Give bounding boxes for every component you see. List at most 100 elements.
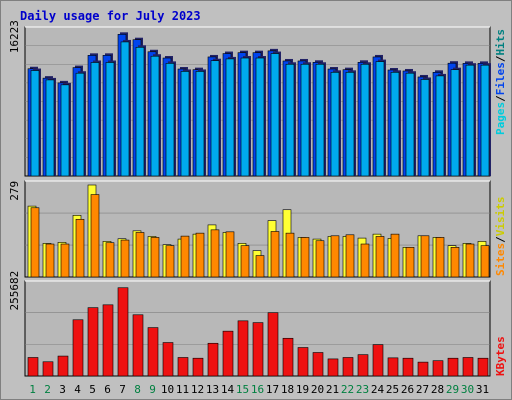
day-label-19: 19	[296, 383, 309, 396]
bar-kbytes-day-16	[252, 322, 264, 377]
bar-files-day-12	[195, 71, 205, 177]
day-label-5: 5	[89, 383, 96, 396]
day-label-21: 21	[326, 383, 339, 396]
day-label-25: 25	[386, 383, 399, 396]
bar-kbytes-day-9	[147, 327, 159, 377]
bar-kbytes-day-19	[297, 347, 309, 377]
bar-sites-day-23	[360, 243, 370, 278]
bar-kbytes-day-31	[477, 357, 489, 377]
day-label-26: 26	[401, 383, 414, 396]
bar-kbytes-day-3	[57, 355, 69, 377]
legend-sep-3: /	[494, 236, 507, 243]
day-label-6: 6	[104, 383, 111, 396]
day-label-12: 12	[191, 383, 204, 396]
bar-sites-day-26	[405, 247, 415, 278]
day-label-18: 18	[281, 383, 294, 396]
bar-kbytes-day-5	[87, 307, 99, 377]
bar-kbytes-day-22	[342, 357, 354, 377]
bar-kbytes-day-26	[402, 357, 414, 377]
day-label-23: 23	[356, 383, 369, 396]
ytick-label-2: 255682	[8, 271, 21, 311]
bar-kbytes-day-14	[222, 330, 234, 377]
bar-files-day-18	[285, 63, 295, 177]
bar-files-day-20	[315, 63, 325, 177]
bar-sites-day-12	[195, 232, 205, 278]
bar-sites-day-27	[420, 235, 430, 278]
bar-kbytes-day-18	[282, 337, 294, 377]
bar-files-day-30	[465, 64, 475, 177]
bar-sites-day-18	[285, 232, 295, 278]
bar-kbytes-day-2	[42, 361, 54, 377]
bar-files-day-6	[105, 62, 115, 177]
bar-files-day-2	[45, 79, 55, 177]
day-label-27: 27	[416, 383, 429, 396]
legend-kbytes: KBytes	[494, 336, 507, 376]
bar-sites-day-22	[345, 234, 355, 278]
bar-sites-day-21	[330, 235, 340, 278]
bar-sites-day-31	[480, 245, 490, 278]
bar-sites-day-15	[240, 245, 250, 278]
bar-kbytes-day-1	[27, 357, 39, 377]
bar-files-day-8	[135, 46, 145, 177]
bar-files-day-25	[390, 72, 400, 177]
bar-files-day-1	[30, 70, 40, 177]
day-label-28: 28	[431, 383, 444, 396]
day-label-2: 2	[44, 383, 51, 396]
bar-sites-day-14	[225, 231, 235, 278]
bar-sites-day-30	[465, 243, 475, 278]
bar-files-day-27	[420, 79, 430, 177]
ytick-label-1: 279	[8, 181, 21, 201]
bar-kbytes-day-4	[72, 319, 84, 377]
bar-files-day-28	[435, 75, 445, 177]
bar-sites-day-3	[60, 243, 70, 278]
day-label-3: 3	[59, 383, 66, 396]
bar-sites-day-11	[180, 235, 190, 278]
bar-sites-day-24	[375, 236, 385, 278]
bar-kbytes-day-25	[387, 357, 399, 377]
bar-sites-day-13	[210, 229, 220, 278]
bar-sites-day-10	[165, 245, 175, 278]
bar-sites-day-16	[255, 255, 265, 278]
bar-sites-day-7	[120, 239, 130, 278]
day-label-24: 24	[371, 383, 385, 396]
bar-kbytes-day-29	[447, 357, 459, 377]
legend-bottom: KBytes	[494, 336, 507, 376]
bar-files-day-7	[120, 41, 130, 177]
day-label-9: 9	[149, 383, 156, 396]
day-label-4: 4	[74, 383, 81, 396]
day-label-22: 22	[341, 383, 354, 396]
bar-sites-day-28	[435, 237, 445, 278]
bar-files-day-5	[90, 62, 100, 177]
day-label-20: 20	[311, 383, 324, 396]
bar-files-day-26	[405, 72, 415, 177]
bar-kbytes-day-27	[417, 361, 429, 377]
bar-kbytes-day-21	[327, 358, 339, 377]
legend-sites: Sites	[494, 243, 507, 276]
bar-kbytes-day-11	[177, 357, 189, 377]
bar-kbytes-day-6	[102, 304, 114, 377]
day-label-30: 30	[461, 383, 474, 396]
day-label-16: 16	[251, 383, 264, 396]
legend-visits: Visits	[494, 197, 507, 237]
day-label-14: 14	[221, 383, 235, 396]
bar-sites-day-20	[315, 240, 325, 278]
bar-sites-day-5	[90, 194, 100, 278]
bar-files-day-23	[360, 63, 370, 177]
bar-files-day-24	[375, 61, 385, 177]
legend-sep-1: /	[494, 95, 507, 102]
day-label-8: 8	[134, 383, 141, 396]
bar-sites-day-8	[135, 232, 145, 278]
bar-files-day-31	[480, 64, 490, 177]
legend-sep-2: /	[494, 55, 507, 62]
bar-sites-day-6	[105, 242, 115, 278]
ytick-label-0: 16223	[8, 20, 21, 53]
bar-kbytes-day-7	[117, 287, 129, 377]
bar-files-day-21	[330, 72, 340, 177]
chart-title: Daily usage for July 2023	[20, 9, 201, 23]
bar-kbytes-day-15	[237, 320, 249, 377]
bar-files-day-11	[180, 71, 190, 177]
bar-files-day-3	[60, 84, 70, 177]
bar-kbytes-day-13	[207, 342, 219, 377]
bar-files-day-16	[255, 57, 265, 177]
